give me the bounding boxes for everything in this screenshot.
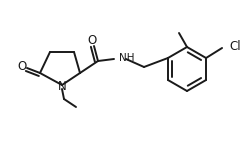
Text: N: N: [58, 79, 66, 93]
Text: NH: NH: [119, 53, 135, 63]
Text: O: O: [17, 59, 27, 72]
Text: Cl: Cl: [229, 39, 241, 52]
Text: O: O: [87, 33, 97, 47]
